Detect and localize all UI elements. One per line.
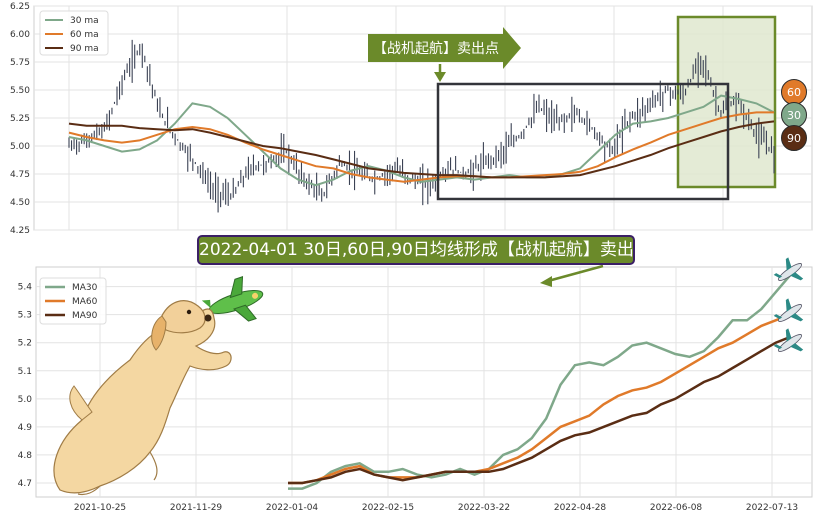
badge-90: 90 [781,125,807,151]
bottom-pointer-head [540,276,552,287]
bottom-x-tick-label: 2022-04-28 [554,503,607,513]
bottom-ma-line-0 [288,274,791,490]
top-y-tick-label: 5.50 [10,86,30,96]
top-ma-line-1 [68,111,774,183]
toy-airplane-icon [201,276,264,322]
top-legend-box [39,10,109,56]
bottom-x-tick-label: 2021-10-25 [74,503,126,513]
top-candles [68,39,775,213]
airplane-tail [773,273,783,279]
top-y-tick-label: 4.75 [10,170,30,180]
airplane-wings [785,298,804,322]
top-y-tick-label: 5.00 [10,142,30,152]
dog-nose [204,314,212,322]
bottom-x-tick-label: 2022-07-13 [746,503,798,513]
dog-eye [186,309,192,315]
airplane-icon [773,328,804,352]
toy-airplane-tail [201,299,211,309]
airplane-tail [773,314,783,320]
dog-body [53,308,232,494]
airplane-tail [773,344,783,350]
signal-banner: 2022-04-01 30日,60日,90日均线形成【战机起航】卖出点 [197,235,635,265]
badge-30: 30 [781,102,807,128]
bottom-y-tick-label: 5.3 [18,311,32,321]
top-y-tick-label: 6.00 [10,30,30,40]
toy-airplane-wings [229,276,257,322]
dog-ear [151,315,167,351]
top-y-tick-label: 4.25 [10,226,30,236]
airplane-wings [785,328,804,352]
top-legend-label-2: 90 ma [70,44,99,54]
bottom-y-tick-label: 4.8 [18,451,33,461]
bottom-y-tick-label: 4.7 [18,479,32,489]
top-legend-label-0: 30 ma [70,16,99,26]
bottom-x-tick-label: 2022-03-22 [458,503,510,513]
dog-legs [77,451,158,496]
airplane-icon [773,298,804,322]
bottom-legend-label-2: MA90 [72,311,98,321]
top-ma-line-0 [68,94,775,187]
bottom-legend-label-0: MA30 [72,283,98,293]
dog-tail [69,385,93,421]
top-pointer-head [434,72,446,82]
bottom-ma-line-2 [288,335,791,485]
bottom-y-tick-label: 5.0 [18,395,33,405]
bottom-pointer-line [547,264,604,283]
bottom-x-tick-label: 2021-11-29 [170,503,223,513]
badge-60: 60 [781,79,807,105]
airplane-wings [785,257,804,281]
bottom-y-tick-label: 4.9 [18,423,33,433]
dog-illustration [53,300,232,496]
top-arrow-callout [368,27,521,69]
top-y-tick-label: 5.25 [10,114,30,124]
bottom-x-tick-label: 2022-01-04 [266,503,319,513]
toy-airplane-nose [252,292,259,299]
bottom-legend-label-1: MA60 [72,297,98,307]
top-y-tick-label: 4.50 [10,198,30,208]
bottom-y-tick-label: 5.2 [18,339,32,349]
bottom-y-tick-label: 5.1 [18,367,32,377]
top-arrow-label: 【战机起航】卖出点 [373,41,499,57]
top-focus-box [436,82,730,201]
top-ma-line-2 [68,120,775,179]
bottom-y-tick-label: 5.4 [18,283,33,293]
bottom-x-tick-label: 2022-02-15 [362,503,414,513]
top-y-tick-label: 6.25 [10,2,30,12]
airplane-icon [773,257,804,281]
top-legend-label-1: 60 ma [70,30,99,40]
top-y-tick-label: 5.75 [10,58,30,68]
bottom-legend-box [39,277,107,325]
bottom-x-tick-label: 2022-06-08 [650,503,703,513]
